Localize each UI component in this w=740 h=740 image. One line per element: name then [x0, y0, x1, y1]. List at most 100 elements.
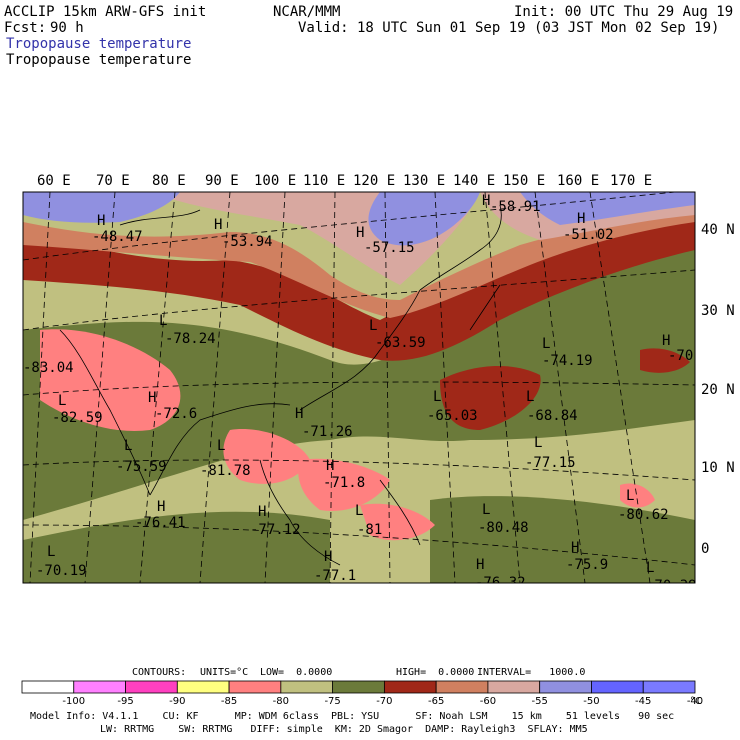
extremum-value: -82.59 [52, 410, 103, 426]
valid-time: Valid: 18 UTC Sun 01 Sep 19 (03 JST Mon … [298, 20, 720, 36]
extremum-value: -77.1 [314, 568, 356, 584]
extremum-symbol: H [295, 406, 303, 422]
extremum-symbol: L [626, 488, 634, 504]
colorbar-swatch [73, 680, 126, 694]
lon-label: 90 E [205, 173, 239, 189]
model-info-line1: Model Info: V4.1.1 CU: KF MP: WDM 6class… [30, 711, 675, 722]
colorbar-tick-label: -45 [635, 696, 651, 707]
extremum-symbol: L [369, 318, 377, 334]
contours-units: UNITS=°C [200, 667, 249, 678]
contours-high: HIGH= 0.0000 [396, 667, 475, 678]
extremum-symbol: L [47, 544, 55, 560]
extremum-value: -80.48 [478, 520, 529, 536]
colorbar-tick-label: -90 [169, 696, 185, 707]
extremum-value: -70.39 [646, 578, 697, 594]
extremum-symbol: L [526, 389, 534, 405]
extremum-value: -75.9 [566, 557, 608, 573]
colorbar-swatch [383, 680, 437, 694]
extremum-symbol: L [433, 389, 441, 405]
colorbar-swatch [642, 680, 696, 694]
extremum-symbol: L [217, 438, 225, 454]
colorbar-tick-label: -100 [62, 696, 85, 707]
field-title-black: Tropopause temperature [6, 52, 192, 68]
colorbar-tick-label: -50 [583, 696, 599, 707]
lon-label: 110 E [303, 173, 345, 189]
colorbar-swatch [280, 680, 334, 694]
extremum-symbol: H [258, 504, 266, 520]
contours-label: CONTOURS: [132, 667, 187, 678]
extremum-value: -68.84 [527, 408, 578, 424]
colorbar-tick-label: -70 [376, 696, 392, 707]
extremum-symbol: L [534, 435, 542, 451]
lat-label: 0 [701, 541, 709, 557]
lon-label: 160 E [557, 173, 599, 189]
forecast-hours: 90 h [50, 20, 84, 36]
extremum-symbol: H [97, 213, 105, 229]
extremum-value: -70.19 [36, 563, 87, 579]
colorbar-swatch [332, 680, 385, 694]
model-info-line2: LW: RRTMG SW: RRTMG DIFF: simple KM: 2D … [100, 724, 588, 735]
colorbar-swatch [125, 680, 178, 694]
colorbar-swatch [21, 680, 75, 694]
extremum-value: -81.78 [200, 463, 251, 479]
colorbar-labels: -100 -95 -90 -85 -80 -75 -70 -65 -60 -55 -50 -45 -40 [62, 696, 703, 707]
extremum-value: -77.15 [525, 455, 576, 471]
colorbar-tick-label: -95 [117, 696, 133, 707]
colorbar-tick-label: -55 [532, 696, 548, 707]
colorbar-unit: °C [690, 696, 702, 707]
extremum-symbol: H [577, 211, 585, 227]
field-title-blue: Tropopause temperature [6, 36, 192, 52]
extrema-labels: H -48.47 H -53.94 H -57.15 H -58.91 H -5… [23, 193, 697, 594]
extremum-symbol: H [148, 390, 156, 406]
contours-low: LOW= 0.0000 [260, 667, 333, 678]
colorbar-tick-label: -60 [480, 696, 496, 707]
extremum-symbol: L [482, 502, 490, 518]
lon-label: 120 E [353, 173, 395, 189]
extremum-value: -53.94 [222, 234, 273, 250]
colorbar-tick-label: -80 [273, 696, 289, 707]
init-time: Init: 00 UTC Thu 29 Aug 19 [514, 4, 734, 20]
colorbar-tick-label: -65 [428, 696, 444, 707]
extremum-symbol: L [58, 393, 66, 409]
extremum-value: -71.8 [323, 475, 365, 491]
lon-label: 60 E [37, 173, 71, 189]
extremum-symbol: H [214, 217, 222, 233]
extremum-symbol: -77.12 [250, 522, 301, 538]
graticule [23, 192, 695, 583]
longitude-labels: 60 E 70 E 80 E 90 E 100 E 110 E 120 E 13… [37, 173, 652, 189]
lat-label: 30 N [701, 303, 735, 319]
extremum-value: -58.91 [490, 199, 541, 215]
colorbar-swatch [487, 680, 541, 694]
colorbar [21, 680, 696, 694]
extremum-value: -63.59 [375, 335, 426, 351]
extremum-value: -70 [668, 348, 693, 364]
extremum-symbol: L [355, 503, 363, 519]
extremum-symbol: H [326, 458, 334, 474]
extremum-symbol: H [482, 193, 490, 209]
coastlines [59, 204, 502, 566]
tropopause-field [23, 192, 695, 583]
colorbar-swatch [228, 680, 282, 694]
extremum-value: -57.15 [364, 240, 415, 256]
model-title: ACCLIP 15km ARW-GFS init [4, 4, 207, 20]
forecast-label: Fcst: [4, 20, 47, 36]
extremum-symbol: H [157, 499, 165, 515]
extremum-value: -72.6 [155, 406, 197, 422]
lon-label: 170 E [610, 173, 652, 189]
extremum-value: -81 [357, 522, 382, 538]
extremum-symbol: L [159, 313, 167, 329]
lat-label: 20 N [701, 382, 735, 398]
extremum-symbol: H [662, 333, 670, 349]
lon-label: 100 E [254, 173, 296, 189]
extremum-value: -78.24 [165, 331, 216, 347]
extremum-symbol: H [324, 549, 332, 565]
extremum-value: -51.02 [563, 227, 614, 243]
contours-interval: INTERVAL= 1000.0 [477, 667, 586, 678]
extremum-value: -71.26 [302, 424, 353, 440]
colorbar-swatch [591, 680, 644, 694]
lon-label: 80 E [152, 173, 186, 189]
lat-label: 10 N [701, 460, 735, 476]
extremum-value: -76.41 [135, 515, 186, 531]
lon-label: 70 E [96, 173, 130, 189]
